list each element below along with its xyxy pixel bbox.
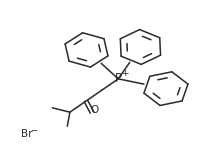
Text: −: − xyxy=(30,126,37,135)
Text: P: P xyxy=(115,72,122,85)
Text: Br: Br xyxy=(21,129,32,139)
Text: +: + xyxy=(121,69,128,78)
Text: O: O xyxy=(90,105,98,115)
